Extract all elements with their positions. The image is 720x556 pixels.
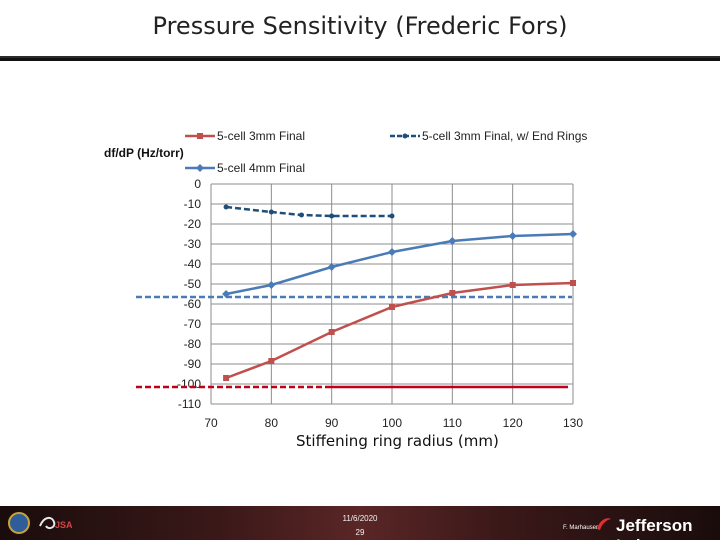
y-axis-label: df/dP (Hz/torr)	[104, 146, 184, 160]
series-3-point	[448, 237, 457, 245]
slide-title: Pressure Sensitivity (Frederic Fors)	[152, 12, 568, 40]
jsa-logo-icon: JSA	[39, 516, 72, 530]
legend-marker-3	[196, 164, 204, 172]
series-2-point	[299, 212, 304, 218]
jefferson-lab-swoosh-icon	[597, 518, 611, 530]
x-axis-label: Stiffening ring radius (mm)	[296, 432, 499, 450]
footer-date: 11/6/2020	[342, 514, 378, 523]
svg-text:JSA: JSA	[55, 520, 72, 530]
y-tick-label: -60	[184, 297, 202, 311]
series-1-point	[449, 290, 456, 296]
footer-bar: JSA 11/6/2020 29 F. Marhauser Jefferson …	[0, 506, 720, 555]
y-tick-label: -10	[184, 197, 202, 211]
x-tick-label: 100	[382, 416, 402, 430]
y-tick-label: -40	[184, 257, 202, 271]
series-1-point	[223, 375, 230, 381]
title-underline-dark	[0, 58, 720, 61]
footer-page-number: 29	[355, 528, 365, 537]
x-tick-label: 120	[503, 416, 523, 430]
y-tick-label: 0	[194, 177, 201, 191]
y-tick-label: -80	[184, 337, 202, 351]
series-1-point	[570, 280, 576, 286]
series-2-point	[268, 209, 274, 215]
series-3-point	[222, 290, 231, 298]
series-3-point	[327, 263, 336, 271]
series-1-point	[509, 282, 516, 288]
series-2-point	[389, 213, 395, 219]
y-tick-label: -50	[184, 277, 202, 291]
series-1-point	[328, 329, 335, 335]
x-tick-label: 110	[443, 416, 462, 430]
series-line-2	[225, 205, 392, 218]
series-1-point	[268, 358, 275, 364]
legend-marker-1	[197, 133, 203, 139]
legend-label-3: 5-cell 4mm Final	[217, 161, 305, 175]
doe-seal-icon	[8, 512, 30, 534]
x-tick-label: 80	[265, 416, 279, 430]
series-3-point	[267, 281, 276, 289]
series-1-point	[389, 304, 395, 310]
x-tick-label: 90	[325, 416, 339, 430]
series-3-point	[569, 230, 577, 238]
legend-label-2: 5-cell 3mm Final, w/ End Rings	[422, 129, 587, 143]
legend-marker-2	[402, 133, 408, 139]
series-3-point	[388, 248, 396, 256]
series-2-point	[223, 204, 229, 210]
y-tick-label: -100	[177, 377, 201, 391]
y-tick-label: -30	[184, 237, 202, 251]
x-tick-label: 70	[204, 416, 218, 430]
series-3-point	[508, 232, 517, 240]
legend-label-1: 5-cell 3mm Final	[217, 129, 305, 143]
y-tick-label: -110	[178, 397, 201, 411]
footer-lab-name: Jefferson Lab	[616, 516, 693, 555]
series-2-point	[329, 213, 335, 219]
x-tick-label: 130	[563, 416, 583, 430]
y-tick-label: -70	[184, 317, 202, 331]
y-tick-label: -20	[184, 217, 202, 231]
y-tick-label: -90	[184, 357, 202, 371]
footer-author: F. Marhauser	[563, 525, 599, 531]
